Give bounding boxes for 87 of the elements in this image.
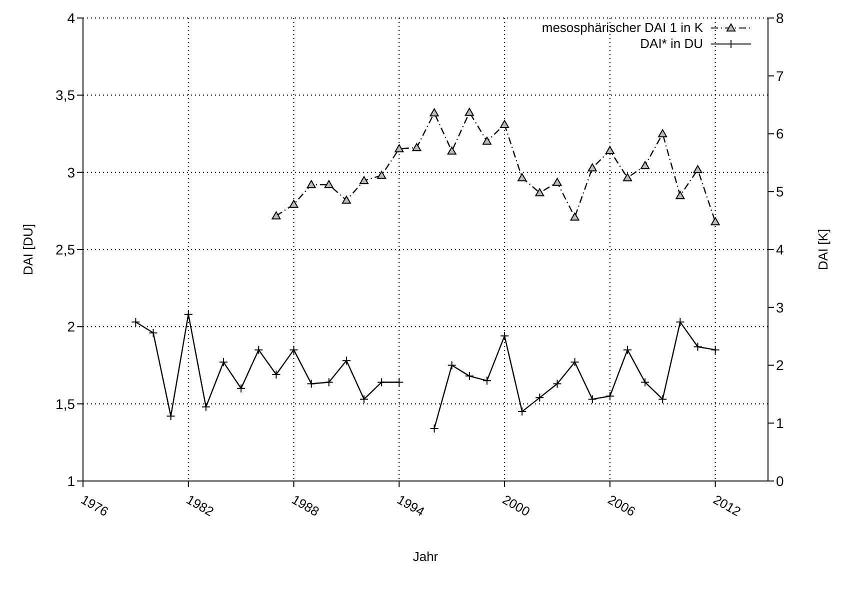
point [306,180,316,188]
y2-tick-label: 8 [776,10,784,26]
point [342,356,351,366]
legend-label: mesosphärischer DAI 1 in K [542,20,703,36]
point [201,402,210,412]
x-tick-label: 1976 [78,492,112,520]
point [552,379,562,388]
y-tick-label: 3 [67,164,76,180]
point [464,108,474,116]
point [658,394,668,404]
point [676,191,685,200]
y2-tick-label: 0 [776,472,784,489]
y2-tick-label: 1 [776,415,784,432]
point [605,146,614,154]
point [412,143,422,152]
y-tick-label: 2,5 [56,241,76,258]
y2-tick-label: 6 [776,126,784,142]
point [447,360,456,370]
point [254,345,264,354]
y2-tick-label: 2 [776,357,784,374]
point [272,370,281,380]
y2-tick-label: 5 [776,184,784,200]
point [500,331,510,340]
point [131,318,140,327]
point [588,163,597,172]
point [676,318,685,327]
point [148,328,158,338]
y-tick-label: 1 [67,472,76,489]
y2-tick-label: 7 [776,68,784,84]
point [430,424,439,434]
point [482,376,492,386]
x-axis-title: Jahr [412,549,439,564]
point [535,188,544,196]
x-tick-label: 1982 [184,492,216,520]
point [693,342,702,352]
y-tick-label: 1,5 [56,396,76,412]
y2-tick-label: 4 [776,241,784,258]
point [640,161,650,170]
y2-axis-title: DAI [K] [816,228,831,270]
point [464,372,474,381]
point [622,345,632,354]
point [500,120,510,128]
point [482,136,492,145]
point [272,211,281,220]
point [552,178,562,186]
point [710,345,720,354]
point [518,407,527,416]
point [377,378,386,387]
point [640,378,650,387]
point [535,393,544,402]
point [289,200,298,208]
x-tick-label: 2012 [710,492,744,520]
point [306,379,316,388]
x-tick-label: 2006 [605,492,638,520]
point [588,394,597,404]
legend-label: DAI* in DU [640,36,703,52]
point [605,392,614,401]
point [360,176,369,184]
y-axis-title: DAI [DU] [20,224,36,276]
point [447,146,456,155]
point [394,144,404,152]
x-tick-label: 1988 [289,492,322,520]
point [324,378,334,387]
point [342,196,351,204]
point [658,129,668,138]
point [184,310,193,319]
point [236,384,246,393]
point [324,180,334,188]
point [289,345,298,354]
point [430,108,439,116]
point [394,378,404,387]
point [166,412,176,421]
y-tick-label: 2 [67,318,76,335]
point [570,358,580,367]
point [710,217,720,226]
point [693,165,702,174]
y2-tick-label: 3 [776,299,784,316]
point [570,212,580,221]
point [518,173,527,182]
point [622,173,632,182]
x-tick-label: 1994 [394,492,428,520]
point [360,394,369,404]
point [219,358,228,367]
x-tick-label: 2000 [500,492,533,520]
point [377,170,386,179]
y-tick-label: 3,5 [56,87,76,104]
y-tick-label: 4 [67,10,76,26]
